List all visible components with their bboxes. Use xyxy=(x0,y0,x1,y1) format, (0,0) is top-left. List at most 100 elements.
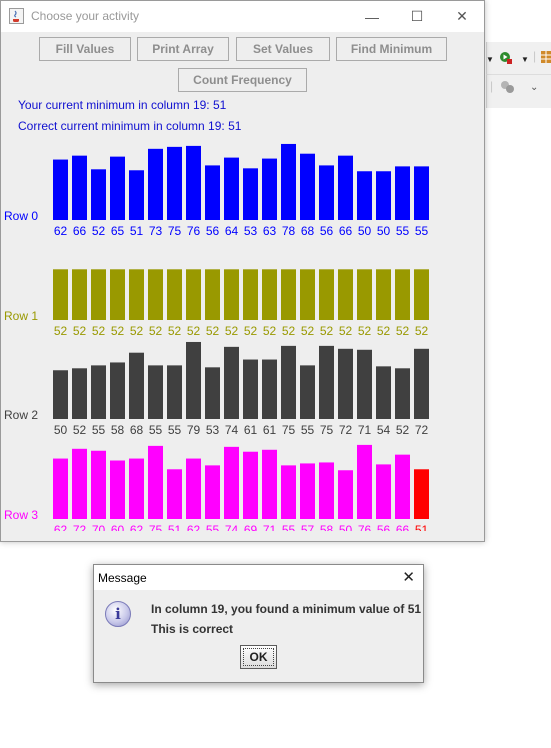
bar xyxy=(319,165,334,220)
bar-value-label: 55 xyxy=(396,224,410,238)
fill-values-button[interactable]: Fill Values xyxy=(39,37,131,61)
array-bar-chart: Row 0 62 66 52 65 51 73 75 76 56 64 53 63 78 68 56 66 50 5… xyxy=(4,143,429,531)
run-icon[interactable] xyxy=(499,51,513,68)
dropdown-arrow-icon[interactable]: ▼ xyxy=(521,55,529,64)
bar-value-label: 53 xyxy=(206,423,220,437)
print-array-button[interactable]: Print Array xyxy=(137,37,229,61)
bar xyxy=(186,458,201,519)
bar xyxy=(224,446,239,519)
bar-value-label: 71 xyxy=(263,523,277,531)
bar xyxy=(110,269,125,320)
bar xyxy=(414,166,429,220)
java-cup-icon xyxy=(9,8,24,24)
bar-value-label: 72 xyxy=(415,423,429,437)
bar xyxy=(224,269,239,320)
bar-value-label: 55 xyxy=(206,523,220,531)
bar-value-label: 68 xyxy=(301,224,315,238)
bar-value-label: 50 xyxy=(54,423,68,437)
dropdown-arrow-icon[interactable]: ▼ xyxy=(486,55,494,64)
bar xyxy=(376,269,391,320)
bar xyxy=(91,450,106,519)
bar-value-label: 65 xyxy=(111,224,125,238)
bar xyxy=(357,269,372,320)
bar xyxy=(148,445,163,519)
bar-value-label: 52 xyxy=(130,324,144,338)
bar xyxy=(262,449,277,519)
bar-value-label: 52 xyxy=(73,324,87,338)
bar-value-label: 52 xyxy=(282,324,296,338)
bar xyxy=(148,148,163,220)
bar xyxy=(338,155,353,220)
bar xyxy=(319,269,334,320)
bar xyxy=(167,269,182,320)
bar-value-label: 68 xyxy=(130,423,144,437)
bar xyxy=(281,465,296,519)
bar xyxy=(395,269,410,320)
bar-value-label: 62 xyxy=(54,224,68,238)
bar xyxy=(243,451,258,519)
bar-value-label: 62 xyxy=(187,523,201,531)
bar-value-label: 52 xyxy=(187,324,201,338)
minimize-button[interactable]: — xyxy=(365,8,379,25)
bar-value-label: 56 xyxy=(320,224,334,238)
bar-value-label: 72 xyxy=(339,423,353,437)
bar-value-label: 56 xyxy=(377,523,391,531)
bar-value-label: 61 xyxy=(244,423,258,437)
bar-value-label: 52 xyxy=(54,324,68,338)
dialog-message-line1: In column 19, you found a minimum value … xyxy=(151,602,422,616)
bar-value-label: 52 xyxy=(396,324,410,338)
grid-icon[interactable] xyxy=(541,51,551,66)
bar xyxy=(281,269,296,320)
bar-value-label: 58 xyxy=(320,523,334,531)
bar xyxy=(167,469,182,519)
bar-value-label: 52 xyxy=(320,324,334,338)
bar xyxy=(395,166,410,220)
row-label: Row 0 xyxy=(4,209,38,223)
bar xyxy=(129,458,144,519)
title-bar: Choose your activity — ☐ ✕ xyxy=(1,1,484,32)
bar-value-label: 72 xyxy=(73,523,87,531)
bar xyxy=(395,454,410,519)
bar xyxy=(357,349,372,419)
bar-value-label: 76 xyxy=(358,523,372,531)
count-frequency-button[interactable]: Count Frequency xyxy=(178,68,307,92)
bar-value-label: 75 xyxy=(149,523,163,531)
bar-value-label: 50 xyxy=(358,224,372,238)
ok-button[interactable]: OK xyxy=(240,645,277,669)
bar xyxy=(91,365,106,419)
set-values-button[interactable]: Set Values xyxy=(236,37,330,61)
bar xyxy=(376,366,391,419)
debug-icon[interactable] xyxy=(500,80,516,97)
bar-value-label: 79 xyxy=(187,423,201,437)
bar-value-label: 50 xyxy=(377,224,391,238)
bar xyxy=(129,269,144,320)
bar-value-label: 52 xyxy=(92,324,106,338)
bar xyxy=(167,146,182,220)
bar-value-label: 52 xyxy=(92,224,106,238)
bar-value-label: 55 xyxy=(301,423,315,437)
bar xyxy=(72,269,87,320)
dialog-close-button[interactable]: ✕ xyxy=(402,569,415,586)
bar xyxy=(186,269,201,320)
bar xyxy=(129,352,144,419)
bar xyxy=(72,155,87,220)
bar-value-label: 52 xyxy=(111,324,125,338)
bar-value-label: 74 xyxy=(225,423,239,437)
dialog-title: Message xyxy=(98,571,147,585)
bar xyxy=(186,341,201,419)
bar-value-label: 52 xyxy=(168,324,182,338)
chevron-down-icon[interactable]: ⌄ xyxy=(530,82,539,93)
bar xyxy=(262,269,277,320)
bar xyxy=(110,156,125,220)
maximize-button[interactable]: ☐ xyxy=(410,8,424,24)
bar-value-label: 52 xyxy=(415,324,429,338)
bar xyxy=(300,153,315,220)
bar-value-label: 53 xyxy=(244,224,258,238)
bar-value-label: 66 xyxy=(396,523,410,531)
bar-value-label: 51 xyxy=(168,523,182,531)
bar-value-label: 74 xyxy=(225,523,239,531)
bar-value-label: 63 xyxy=(263,224,277,238)
find-minimum-button[interactable]: Find Minimum xyxy=(336,37,447,61)
bar xyxy=(262,359,277,419)
close-button[interactable]: ✕ xyxy=(456,8,468,24)
